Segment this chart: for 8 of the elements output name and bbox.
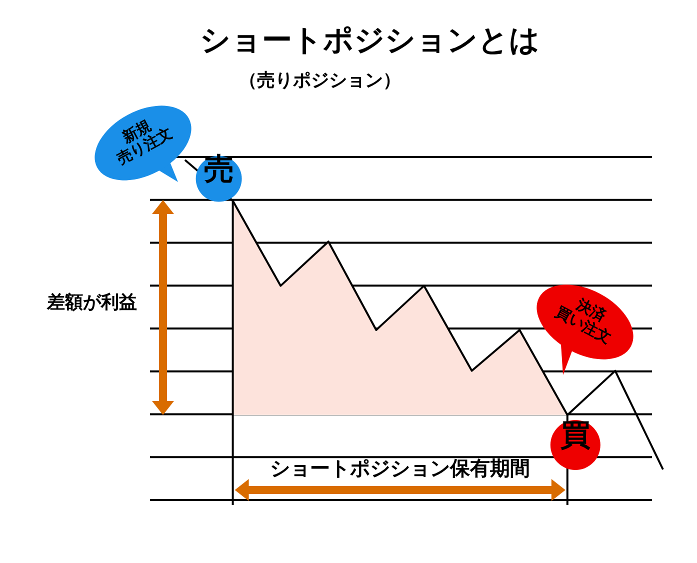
annotation: 新規 売り注文: [114, 116, 176, 168]
title: ショートポジションとは: [200, 24, 540, 57]
annotation: 買: [560, 419, 590, 452]
annotation: ショートポジション保有期間: [270, 458, 530, 480]
annotation: 決済 買い注文: [552, 294, 614, 347]
annotation: 売: [204, 152, 234, 186]
text: 差額が利益: [46, 292, 137, 312]
subtitle: （売りポジション）: [239, 70, 401, 90]
